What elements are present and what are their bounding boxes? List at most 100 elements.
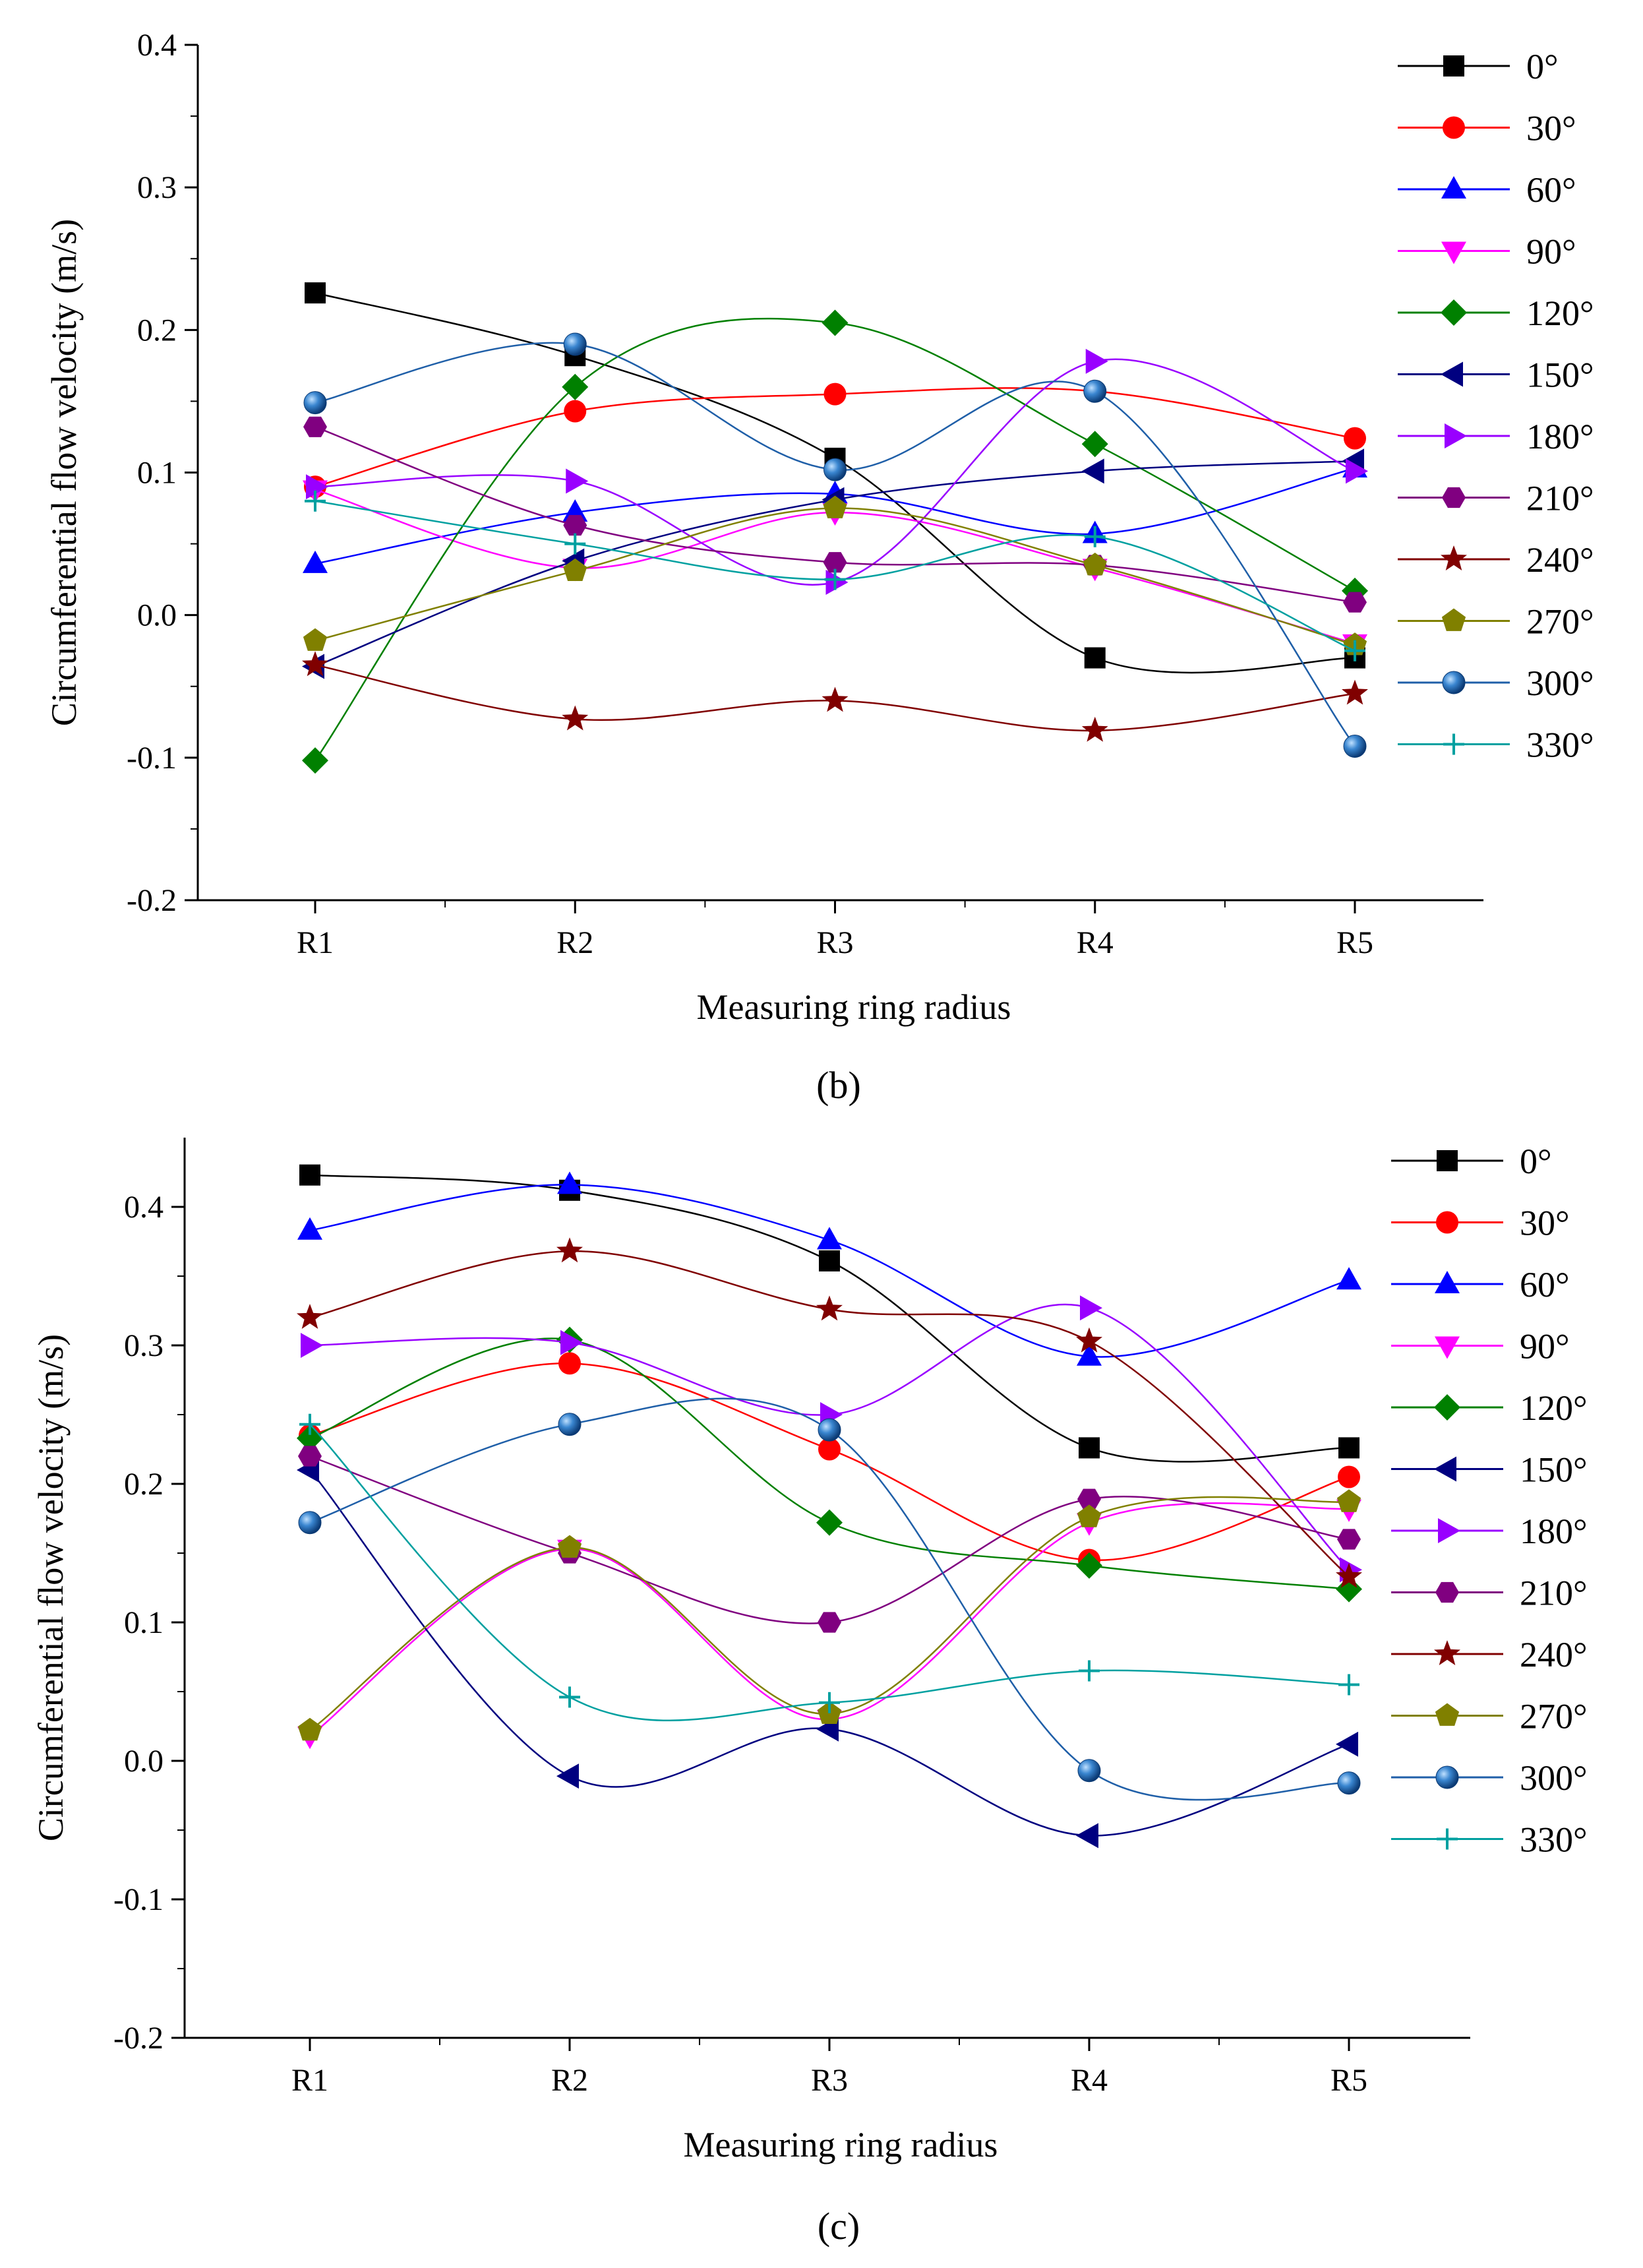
data-point [818, 1438, 841, 1461]
data-point [819, 1692, 840, 1713]
legend-label: 240° [1526, 540, 1594, 580]
y-axis-title: Circumferential flow velocity (m/s) [31, 1334, 71, 1841]
data-point [566, 468, 589, 494]
data-point [299, 1164, 320, 1186]
data-point [297, 1717, 322, 1741]
y-tick-label: 0.4 [137, 28, 177, 63]
series-c-10 [298, 1397, 1361, 1801]
series-c-5 [297, 1457, 1358, 1849]
data-point [1081, 431, 1108, 458]
legend-marker [1434, 1394, 1460, 1421]
data-point [1338, 1465, 1360, 1488]
legend-marker [1436, 1211, 1458, 1234]
data-point [303, 628, 328, 651]
legend-marker [1443, 733, 1464, 755]
legend-label: 30° [1520, 1204, 1570, 1243]
data-point [1342, 679, 1368, 705]
legend-b: 0° 30° 60° 90° 120° 150° 180° 210° 240° 270° 300° 3… [1398, 47, 1594, 765]
legend-label: 210° [1520, 1574, 1588, 1613]
data-point [297, 1304, 323, 1329]
legend-label: 30° [1526, 109, 1576, 148]
data-point [303, 416, 327, 437]
legend-marker [1435, 1703, 1460, 1726]
series-line [314, 342, 1356, 747]
data-point [564, 400, 587, 423]
legend-marker [1434, 1640, 1460, 1665]
data-point [302, 651, 328, 677]
data-point [1346, 458, 1368, 484]
legend-label: 300° [1526, 663, 1594, 703]
y-tick-label: 0.3 [124, 1328, 164, 1363]
series-b-8 [302, 651, 1368, 742]
data-point [816, 1295, 843, 1321]
data-point [825, 569, 849, 595]
data-point [1336, 1731, 1358, 1757]
x-tick-label: R4 [1077, 925, 1114, 960]
series-b-11 [305, 490, 1365, 661]
legend-label: 330° [1520, 1820, 1588, 1860]
series-line [309, 1469, 1350, 1837]
legend-label: 150° [1520, 1450, 1588, 1490]
data-point [1344, 427, 1366, 450]
series-line [309, 1337, 1350, 1590]
legend-label: 180° [1520, 1512, 1588, 1551]
data-point [563, 332, 587, 356]
chart-panel-b: -0.2 -0.1 0.0 0.1 0.2 0.3 0.4 R1 R2 R3 R4 R5 Measuri… [44, 28, 1594, 1107]
data-point [297, 1217, 322, 1240]
data-point [1076, 1552, 1102, 1579]
data-point [823, 552, 847, 573]
data-point [562, 373, 589, 400]
x-tick-label: R1 [291, 2063, 328, 2098]
data-point [556, 1763, 579, 1789]
y-tick-label: 0.2 [124, 1467, 164, 1502]
legend-label: 120° [1526, 293, 1594, 333]
data-point [556, 1237, 583, 1263]
legend-marker [1442, 671, 1466, 694]
data-point [1084, 526, 1106, 547]
figure-caption-b: (b) [816, 1064, 861, 1107]
data-point [816, 1509, 843, 1536]
y-tick-label: 0.3 [137, 170, 177, 205]
y-tick-label: -0.2 [113, 2021, 164, 2056]
data-point [306, 474, 328, 500]
legend-marker [1435, 1336, 1460, 1359]
data-point [1081, 458, 1104, 484]
legend-label: 90° [1520, 1327, 1570, 1366]
x-tick-label: R1 [297, 925, 334, 960]
data-point [1085, 348, 1108, 374]
legend-marker [1435, 1765, 1459, 1789]
legend-marker [1438, 1518, 1460, 1543]
legend-label: 330° [1526, 725, 1594, 765]
data-point [1079, 1437, 1100, 1459]
legend-marker [1441, 299, 1467, 326]
data-point [1083, 379, 1107, 403]
data-point [1336, 1267, 1361, 1290]
legend-label: 0° [1520, 1142, 1552, 1181]
data-point [1343, 735, 1367, 758]
data-point [301, 1333, 323, 1358]
data-point [819, 1250, 840, 1272]
legend-marker [1443, 55, 1464, 77]
data-point [298, 1511, 322, 1535]
x-tick-label: R3 [816, 925, 853, 960]
data-point [1336, 1562, 1362, 1588]
series-b-4 [302, 309, 1368, 774]
data-point [821, 687, 849, 712]
series-c-0 [299, 1164, 1359, 1463]
series-line [309, 1397, 1350, 1801]
x-tick-label: R5 [1330, 2063, 1367, 2098]
series-c-11 [299, 1413, 1359, 1722]
legend-label: 270° [1526, 602, 1594, 642]
data-point [1338, 1674, 1359, 1696]
data-point [305, 490, 326, 512]
legend-marker [1441, 241, 1466, 264]
data-point [303, 550, 328, 573]
legend-label: 300° [1520, 1758, 1588, 1798]
legend-marker [1441, 545, 1467, 570]
data-point [824, 568, 846, 590]
data-point [817, 1227, 842, 1250]
data-point [1344, 640, 1365, 661]
series-b-10 [303, 332, 1367, 758]
y-tick-label: -0.1 [127, 741, 177, 776]
